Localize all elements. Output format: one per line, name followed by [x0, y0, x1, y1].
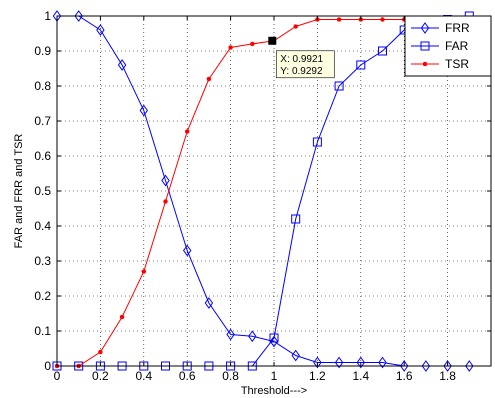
- y-tick-label: 0.4: [34, 219, 51, 233]
- series-frr: [52, 10, 474, 372]
- legend-swatch-marker: [422, 61, 428, 67]
- data-point-frr: [465, 360, 474, 372]
- x-tick-label: 1.2: [309, 369, 326, 383]
- data-point-far: [312, 137, 322, 147]
- data-point-frr: [269, 335, 279, 348]
- y-tick-label: 0.5: [34, 184, 51, 198]
- y-tick-label: 0.6: [34, 149, 51, 163]
- data-point-frr: [421, 360, 431, 372]
- data-point-tsr: [206, 76, 212, 82]
- data-point-frr: [443, 360, 452, 372]
- legend-swatch-marker: [420, 22, 430, 34]
- data-point-frr: [334, 356, 344, 369]
- datatip-x-text: X: 0.9921: [280, 54, 323, 65]
- legend-item-tsr: TSR: [411, 57, 469, 71]
- data-point-frr: [204, 297, 214, 309]
- x-tick-label: 1.8: [439, 369, 456, 383]
- y-tick-label: 0.3: [34, 254, 51, 268]
- legend-label: FRR: [445, 21, 470, 35]
- y-tick-label: 0: [44, 359, 51, 373]
- data-point-tsr: [141, 269, 147, 274]
- data-point-frr: [399, 360, 409, 372]
- data-point-tsr: [163, 199, 168, 204]
- y-tick-label: 0.2: [34, 289, 51, 303]
- data-point-frr: [313, 356, 322, 369]
- grid: [57, 16, 491, 366]
- x-tick-label: 1.6: [396, 369, 413, 383]
- datatip-box: [275, 50, 335, 79]
- data-point-tsr: [228, 45, 233, 50]
- data-point-tsr: [98, 349, 103, 355]
- data-point-frr: [248, 330, 257, 343]
- data-point-tsr: [293, 24, 298, 29]
- y-axis-title: FAR and FRR and TSR: [13, 134, 25, 249]
- x-axis-title: Threshold--->: [241, 385, 307, 397]
- data-point-far: [291, 214, 301, 224]
- data-point-far: [334, 81, 344, 91]
- data-point-tsr: [250, 41, 255, 47]
- x-tick-label: 0: [54, 369, 61, 383]
- x-tick-label: 0.2: [92, 369, 109, 383]
- x-tick-label: 1.4: [352, 369, 369, 383]
- datatip-marker: [268, 36, 277, 45]
- x-tick-label: 0.6: [179, 369, 196, 383]
- x-tick-label: 0.8: [222, 369, 239, 383]
- y-tick-label: 0.7: [34, 114, 51, 128]
- data-point-frr: [378, 356, 387, 369]
- data-point-frr: [356, 356, 366, 369]
- datatip-y-text: Y: 0.9292: [280, 66, 323, 77]
- y-tick-label: 0.1: [34, 324, 51, 338]
- ticks: 0 0.2 0.4 0.6 0.8 1 1.2 1.4 1.6 1.8 0 0.1 0.2 0.3 0.4 0…: [34, 9, 491, 383]
- y-tick-label: 1: [44, 9, 51, 23]
- data-point-frr: [226, 328, 235, 341]
- legend-label: TSR: [445, 57, 469, 71]
- x-tick-label: 1: [271, 369, 278, 383]
- legend-swatch-marker: [420, 41, 430, 51]
- data-point-far: [269, 333, 279, 343]
- data-point-frr: [139, 104, 149, 117]
- data-point-frr: [117, 59, 127, 71]
- data-point-tsr: [380, 17, 385, 22]
- data-point-frr: [161, 174, 170, 187]
- data-point-far: [378, 46, 387, 56]
- y-tick-label: 0.9: [34, 44, 51, 58]
- legend-item-frr: FRR: [411, 21, 470, 35]
- data-point-far: [356, 60, 366, 70]
- data-point-frr: [74, 10, 83, 22]
- y-tick-label: 0.8: [34, 79, 51, 93]
- data-point-tsr: [336, 17, 342, 22]
- data-point-frr: [96, 24, 105, 36]
- legend: FRR FAR TSR: [404, 15, 492, 77]
- data-point-tsr: [119, 314, 125, 320]
- data-point-frr: [182, 244, 192, 257]
- x-tick-label: 0.4: [135, 369, 152, 383]
- legend-label: FAR: [445, 39, 469, 53]
- data-point-frr: [291, 349, 300, 362]
- legend-item-far: FAR: [411, 39, 469, 53]
- series-line-tsr: [57, 19, 470, 367]
- data-point-tsr: [184, 129, 190, 134]
